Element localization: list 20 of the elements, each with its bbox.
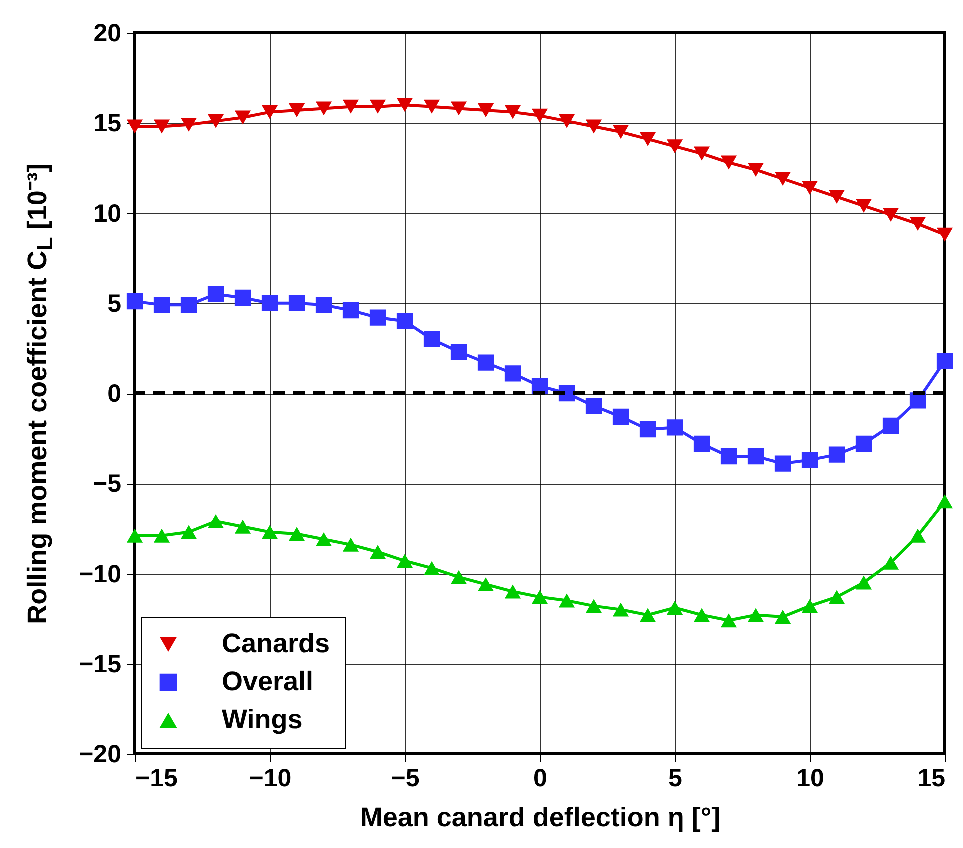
x-tick-label: −5 <box>391 764 420 792</box>
x-axis-title: Mean canard deflection η [°] <box>360 802 721 832</box>
x-tick-label: −10 <box>249 764 292 792</box>
y-tick-label: 0 <box>108 380 122 408</box>
legend-label: Wings <box>222 704 303 734</box>
y-tick-label: 5 <box>108 290 122 318</box>
x-tick-label: −15 <box>136 764 178 792</box>
legend-label: Canards <box>222 628 330 658</box>
x-tick-label: 0 <box>534 764 548 792</box>
legend-label: Overall <box>222 666 314 696</box>
y-tick-label: −20 <box>79 740 122 768</box>
x-tick-label: 10 <box>796 764 824 792</box>
y-tick-label: 10 <box>94 200 122 228</box>
y-tick-label: 20 <box>94 20 122 48</box>
y-tick-label: −15 <box>79 650 122 678</box>
y-tick-label: −5 <box>92 470 122 498</box>
x-tick-label: 15 <box>918 764 946 792</box>
x-tick-label: 5 <box>668 764 683 792</box>
y-tick-label: 15 <box>94 110 122 138</box>
y-tick-label: −10 <box>79 560 122 588</box>
